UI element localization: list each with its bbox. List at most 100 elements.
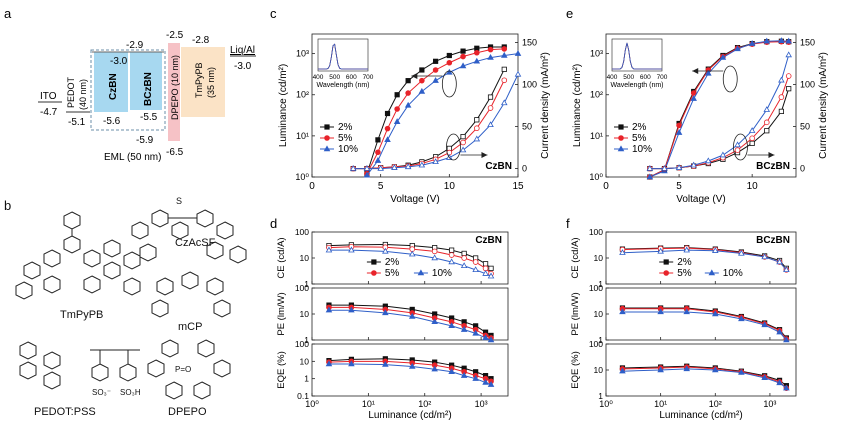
series-point — [761, 374, 768, 381]
series-point — [431, 248, 438, 255]
luminance-point — [446, 68, 453, 75]
x-tick-label: 10¹ — [362, 399, 375, 409]
luminance-point — [393, 118, 401, 124]
legend-label: 2% — [385, 257, 400, 268]
legend-marker — [324, 135, 330, 141]
inset-tick-label: 600 — [640, 74, 651, 81]
annotation-ellipse — [733, 133, 748, 161]
series-point — [619, 367, 626, 374]
x-tick-label: 10³ — [475, 399, 488, 409]
x-tick-label: 10² — [709, 399, 722, 409]
czacsf-name: CzAcSF — [175, 237, 216, 249]
series-line-2% — [328, 244, 492, 269]
dpepo-block — [168, 43, 180, 141]
bczbn-label: BCzBN — [143, 72, 154, 106]
pedotpss-structure — [19, 341, 140, 390]
series-point — [776, 379, 783, 386]
y-axis-label: CE (cd/A) — [276, 237, 287, 278]
eml-lumo-value: -3.0 — [110, 56, 128, 67]
x-tick-label: 10¹ — [654, 399, 667, 409]
panel-letter-d: d — [270, 216, 277, 231]
series-point — [783, 384, 790, 391]
plot-frame — [311, 33, 519, 178]
inset-frame — [611, 38, 663, 72]
series-point — [738, 249, 745, 256]
series-point — [482, 334, 489, 341]
luminance-point — [384, 125, 391, 132]
legend-label: 10% — [432, 268, 452, 279]
y-tick-label: 10 — [300, 309, 310, 319]
x-tick-label: 15 — [512, 181, 524, 192]
x-tick-label: 10² — [418, 399, 431, 409]
current-point — [705, 157, 712, 164]
series-point — [619, 308, 626, 315]
legend-marker — [324, 124, 330, 130]
series-point — [683, 246, 690, 253]
y-axis-label: Luminance (cd/m²) — [572, 64, 583, 147]
current-point — [690, 161, 697, 168]
luminance-point — [705, 69, 712, 76]
y-tick-label: 1 — [598, 279, 603, 289]
luminance-point — [646, 173, 654, 180]
tmpypb-name: TmPyPB — [60, 309, 103, 321]
x-tick-label: 5 — [676, 181, 682, 192]
y-tick-label: 100 — [589, 227, 603, 237]
y-tick-label: 1 — [598, 391, 603, 401]
luminance-point — [514, 50, 522, 56]
y2-tick-label: 150 — [800, 37, 815, 47]
y2-tick-label: 150 — [522, 37, 537, 47]
series-point — [431, 365, 438, 372]
series-line-10% — [622, 368, 787, 389]
series-line-10% — [328, 309, 492, 341]
chart-c-luminance-voltage: 0 5 10 15 10⁰ 10¹ 10² 10³ 0 50 100 150 Voltage (V) Lu… — [278, 33, 551, 205]
tmpypb-thickness: (35 nm) — [206, 67, 216, 98]
series-point — [448, 322, 455, 329]
series-point — [348, 306, 355, 313]
inset-tick-label: 500 — [329, 74, 340, 81]
series-point — [487, 336, 495, 343]
luminance-point — [719, 53, 727, 60]
current-point — [749, 135, 755, 142]
luminance-point — [419, 67, 425, 73]
luminance-point — [487, 46, 494, 53]
plot-frame — [605, 33, 797, 178]
x-tick-label: 10 — [747, 181, 759, 192]
legend-label: 2% — [677, 257, 692, 268]
series-line-5% — [328, 360, 492, 382]
series-point — [431, 254, 438, 261]
y-tick-label: 10¹ — [590, 131, 603, 141]
current-point — [501, 77, 508, 84]
series-point — [461, 255, 467, 261]
eml-dashed-outline — [90, 49, 166, 131]
arrow-head — [481, 152, 488, 158]
series-point — [472, 375, 479, 381]
current-point — [514, 70, 522, 77]
y-tick-label: 10³ — [296, 49, 309, 59]
legend-label: 5% — [385, 268, 400, 279]
series-point — [482, 270, 489, 276]
y-tick-label: 1 — [304, 335, 309, 345]
current-point — [500, 99, 508, 106]
tmpypb-label: TmPyPB — [194, 62, 204, 98]
series-point — [472, 259, 479, 265]
current-point — [473, 125, 480, 132]
panel-a-energy-diagram: a ITO -4.7 PEDOT (40 nm) -5.1 -2.9 -3.0 … — [4, 6, 256, 163]
y-tick-label: 100 — [295, 283, 309, 293]
series-line-10% — [328, 363, 492, 386]
panel-letter-b: b — [4, 198, 11, 213]
inset-x-label: Wavelength (nm) — [316, 82, 369, 89]
series-point — [325, 306, 333, 313]
series-point — [738, 368, 745, 375]
czbn-host-block — [94, 52, 128, 112]
y2-tick-label: 100 — [522, 79, 537, 89]
y-tick-label: 100 — [295, 227, 309, 237]
luminance-point — [375, 149, 381, 156]
series-point — [448, 258, 455, 265]
luminance-point — [394, 106, 400, 112]
series-point — [448, 252, 455, 258]
luminance-point — [384, 136, 391, 143]
y-tick-label: 100 — [589, 339, 603, 349]
y-tick-label: 0.1 — [297, 391, 309, 401]
current-point — [432, 158, 439, 165]
inset-spectrum — [612, 42, 662, 70]
